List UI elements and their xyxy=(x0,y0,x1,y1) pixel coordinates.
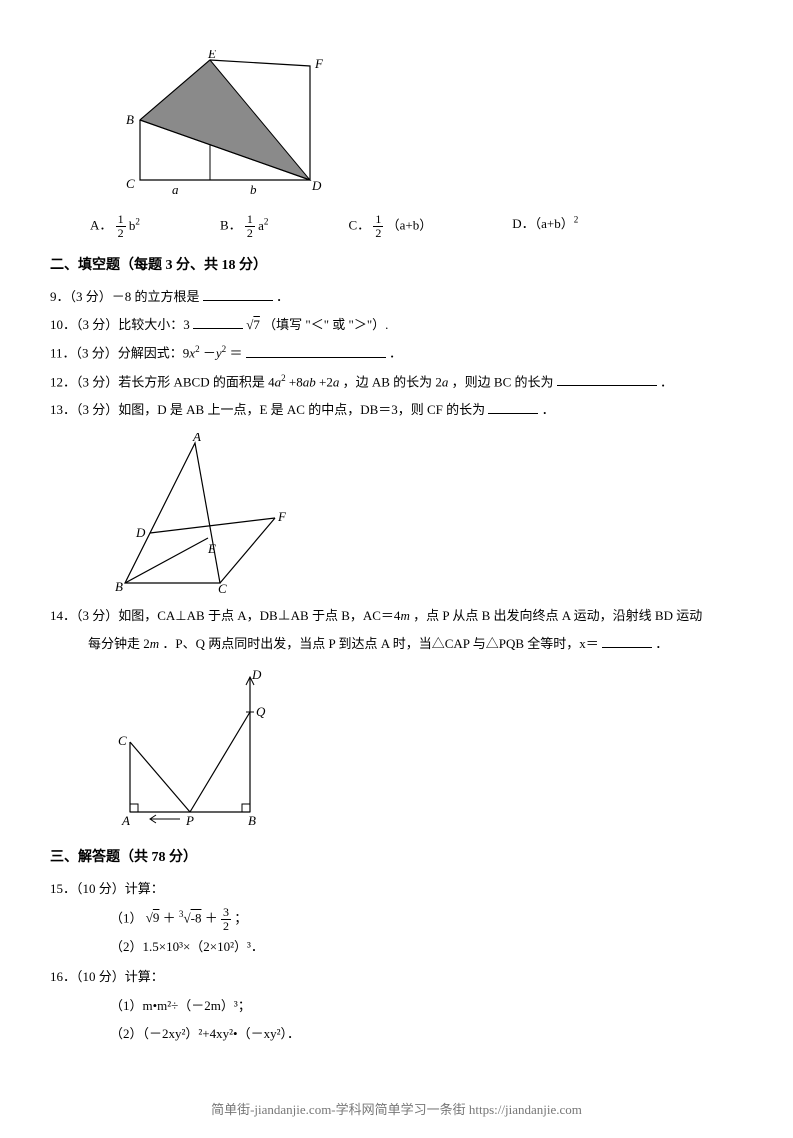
q15-p1-frac: 32 xyxy=(221,906,231,933)
q15-p1-plus2: ＋ xyxy=(205,910,218,925)
q13-svg: A B C D E F xyxy=(90,433,290,593)
q8-label-B: B xyxy=(126,112,134,127)
opt-d-text: D．（a+b） xyxy=(512,216,574,231)
opt-a-prefix: A． xyxy=(90,218,112,233)
q10-blank[interactable] xyxy=(193,317,243,330)
page-footer: 简单街-jiandanjie.com-学科网简单学习一条街 https://ji… xyxy=(50,1099,743,1118)
q11-y-sq: 2 xyxy=(222,344,227,354)
svg-text:B: B xyxy=(248,813,256,827)
q8-option-B: B． 12 a2 xyxy=(220,213,269,240)
q12-b: +8 xyxy=(289,374,303,389)
frac-half-b: 12 xyxy=(245,213,255,240)
q16-part1: （1）m•m²÷（－2m）³； xyxy=(110,992,743,1021)
q13-suffix: ． xyxy=(542,402,555,417)
q14-svg: D Q C A P B xyxy=(90,667,290,827)
frac-half-a: 12 xyxy=(116,213,126,240)
q8-figure: E F B C D a b xyxy=(90,50,743,205)
q15-part2: （2）1.5×10³×（2×10²）³． xyxy=(110,933,743,962)
opt-c-prefix: C． xyxy=(348,218,370,233)
q12-blank[interactable] xyxy=(557,373,657,386)
q9-suffix: ． xyxy=(276,289,289,304)
svg-text:Q: Q xyxy=(256,704,266,719)
q10: 10．（3 分）比较大小：3 √7 （填写 "＜" 或 "＞"）. xyxy=(50,312,743,338)
q8-label-b: b xyxy=(250,182,257,197)
opt-a-tail: b2 xyxy=(129,218,140,233)
q15-p1-prefix: （1） xyxy=(110,910,143,925)
opt-d-sup: 2 xyxy=(574,215,579,225)
q12-c: +2 xyxy=(319,374,333,389)
q8-option-C: C． 12 （a+b） xyxy=(348,213,432,240)
q14-l2a: 每分钟走 2 xyxy=(88,636,150,651)
svg-text:C: C xyxy=(218,581,227,593)
q14-suffix: ． xyxy=(655,636,668,651)
q12: 12．（3 分）若长方形 ABCD 的面积是 4a2 +8ab +2a ，边 A… xyxy=(50,369,743,395)
q11-suffix: ． xyxy=(389,346,402,361)
q15-p1-plus1: ＋ xyxy=(163,910,176,925)
q8-option-A: A． 12 b2 xyxy=(90,213,140,240)
q12-suffix: ． xyxy=(660,374,673,389)
q10-radical: √7 xyxy=(246,312,260,338)
q11: 11．（3 分）分解因式：9x2 －y2 ＝ ． xyxy=(50,340,743,366)
q14-l2b: ．P、Q 两点同时出发，当点 P 到达点 A 时，当△CAP 与△PQB 全等时… xyxy=(162,636,598,651)
svg-text:D: D xyxy=(135,525,146,540)
q15-p1-rad1: √9 xyxy=(146,904,160,933)
q8-options: A． 12 b2 B． 12 a2 C． 12 （a+b） D．（a+b）2 xyxy=(90,213,743,240)
q8-option-D: D．（a+b）2 xyxy=(512,213,578,240)
q12-a: 12．（3 分）若长方形 ABCD 的面积是 4 xyxy=(50,374,275,389)
q16-part2: （2）（－2xy²）²+4xy²•（－xy²）． xyxy=(110,1020,743,1049)
q9-text: 9．（3 分）－8 的立方根是 xyxy=(50,289,200,304)
q12-d: ，边 AB 的长为 2 xyxy=(343,374,442,389)
q13: 13．（3 分）如图，D 是 AB 上一点，E 是 AC 的中点，DB＝3，则 … xyxy=(50,397,743,423)
q15-head: 15．（10 分）计算： xyxy=(50,876,743,902)
q12-e: ，则边 BC 的长为 xyxy=(452,374,554,389)
q11-blank[interactable] xyxy=(246,345,386,358)
q8-label-F: F xyxy=(314,56,324,71)
q8-label-E: E xyxy=(207,50,216,61)
q14-blank[interactable] xyxy=(602,635,652,648)
q14-l1b: ，点 P 从点 B 出发向终点 A 运动，沿射线 BD 运动 xyxy=(413,608,702,623)
svg-text:C: C xyxy=(118,733,127,748)
q15-part1: （1） √9 ＋ 3√-8 ＋ 32 ； xyxy=(110,904,743,933)
q9: 9．（3 分）－8 的立方根是 ． xyxy=(50,284,743,310)
svg-text:P: P xyxy=(185,813,194,827)
q13-blank[interactable] xyxy=(488,401,538,414)
svg-text:F: F xyxy=(277,509,287,524)
q9-blank[interactable] xyxy=(203,289,273,302)
q15-p1-rad2: 3√-8 xyxy=(179,904,202,933)
q13-text: 13．（3 分）如图，D 是 AB 上一点，E 是 AC 的中点，DB＝3，则 … xyxy=(50,402,485,417)
q10-text: 10．（3 分）比较大小：3 xyxy=(50,317,190,332)
q14-figure: D Q C A P B xyxy=(90,667,743,832)
q14-l1a: 14．（3 分）如图，CA⊥AB 于点 A，DB⊥AB 于点 B，AC＝4 xyxy=(50,608,400,623)
q14-line2: 每分钟走 2m ．P、Q 两点同时出发，当点 P 到达点 A 时，当△CAP 与… xyxy=(88,631,743,657)
section-3-title: 三、解答题（共 78 分） xyxy=(50,846,743,866)
q8-label-D: D xyxy=(311,178,322,193)
q15-p1-suffix: ； xyxy=(234,910,247,925)
frac-half-c: 12 xyxy=(373,213,383,240)
q13-figure: A B C D E F xyxy=(90,433,743,598)
q11-x-sq: 2 xyxy=(195,344,200,354)
svg-text:A: A xyxy=(192,433,201,444)
q8-label-a: a xyxy=(172,182,179,197)
q8-svg: E F B C D a b xyxy=(90,50,330,200)
section-2-title: 二、填空题（每题 3 分、共 18 分） xyxy=(50,254,743,274)
opt-b-tail: a2 xyxy=(258,218,268,233)
q10-suffix: （填写 "＜" 或 "＞"）. xyxy=(263,317,388,332)
q11-eq: ＝ xyxy=(229,346,242,361)
svg-text:D: D xyxy=(251,667,262,682)
svg-text:E: E xyxy=(207,541,216,556)
svg-text:A: A xyxy=(121,813,130,827)
opt-c-tail: （a+b） xyxy=(387,218,433,233)
q11-text-a: 11．（3 分）分解因式：9 xyxy=(50,346,189,361)
svg-text:B: B xyxy=(115,579,123,593)
q8-label-C: C xyxy=(126,176,135,191)
opt-b-prefix: B． xyxy=(220,218,242,233)
q11-minus: － xyxy=(203,346,216,361)
q14-line1: 14．（3 分）如图，CA⊥AB 于点 A，DB⊥AB 于点 B，AC＝4m ，… xyxy=(50,603,743,629)
q16-head: 16．（10 分）计算： xyxy=(50,964,743,990)
